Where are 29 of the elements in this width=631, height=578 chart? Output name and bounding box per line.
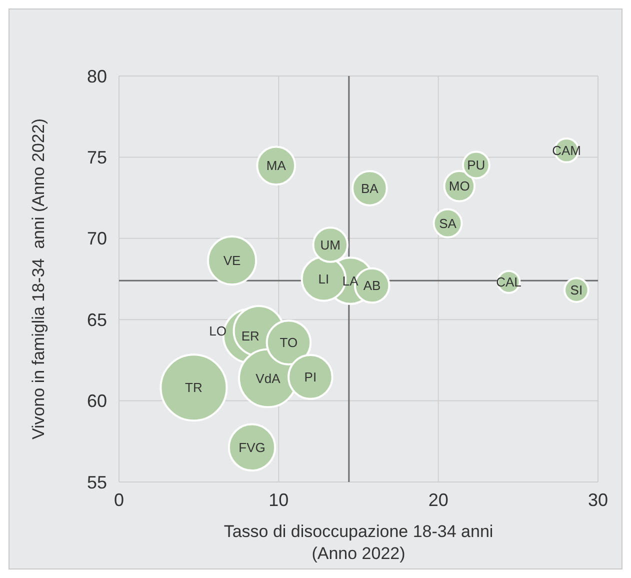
annotation: VE [223,253,242,268]
y-tick-label: 70 [86,228,107,249]
x-axis-title: Tasso di disoccupazione 18-34 anni (Anno 2022) [224,522,494,563]
annotation: VdA [256,370,281,386]
annotation: AB [363,278,381,294]
annotation: SA [439,216,457,231]
y-tick-label: 65 [86,310,107,330]
x-tick-label: 30 [588,490,608,510]
annotation: TR [185,380,202,396]
y-tick-label: 60 [86,391,107,412]
y-tick-label: 55 [86,472,107,492]
annotation: ER [241,328,260,344]
y-axis-title: Vivono in famiglia 18-34 anni (Anno 2022) [29,118,48,440]
x-tick-label: 20 [428,490,448,510]
y-tick-label: 80 [86,66,107,86]
x-tick-label: 10 [268,490,289,510]
annotation: PU [467,158,486,173]
annotation: BA [361,180,379,196]
annotation: LI [318,271,330,286]
x-tick-label: 0 [114,490,124,510]
y-tick-label: 75 [86,148,107,168]
annotation: FVG [238,440,266,455]
annotation: PI [304,369,317,384]
annotation: TO [280,335,298,350]
annotation: SI [570,282,583,298]
annotation: MO [448,178,470,194]
annotation: UM [320,237,341,252]
annotation: LO [209,324,226,339]
annotation: MA [266,158,286,174]
